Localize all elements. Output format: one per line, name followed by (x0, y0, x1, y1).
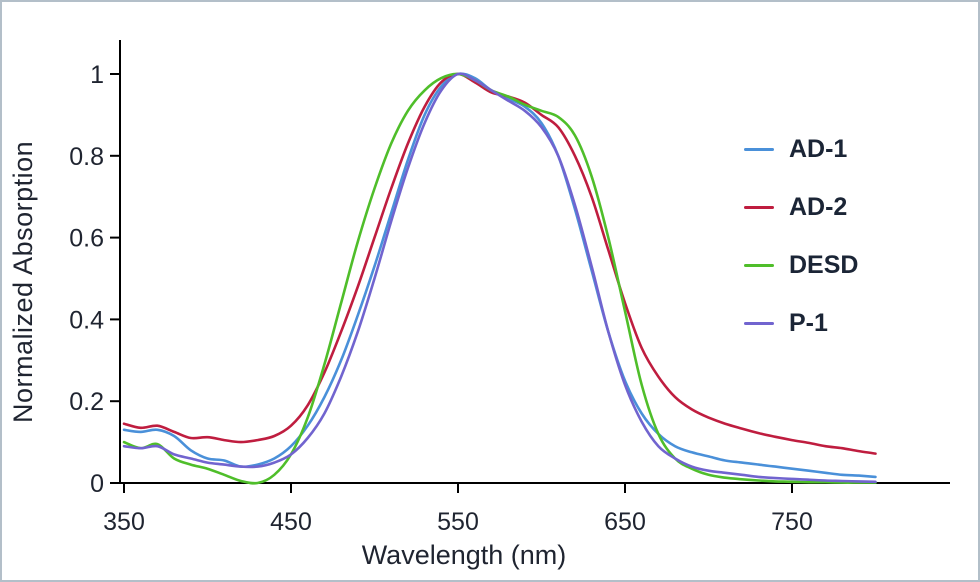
y-tick-label: 0.6 (69, 225, 104, 253)
y-tick-label: 0.2 (69, 388, 104, 416)
legend-swatch-desd (744, 263, 774, 267)
series-line-p-1 (122, 72, 877, 484)
x-tick-label: 350 (103, 508, 145, 536)
x-tick-label: 750 (771, 508, 813, 536)
legend-label-ad-1: AD-1 (789, 134, 848, 163)
x-tick-label: 550 (437, 508, 479, 536)
x-tick-label: 650 (604, 508, 646, 536)
x-tick-label: 450 (270, 508, 312, 536)
legend-swatch-ad-2 (744, 205, 774, 209)
series-line-desd (122, 72, 877, 485)
y-axis-title: Normalized Absorption (8, 140, 38, 424)
legend-label-p-1: P-1 (789, 308, 828, 337)
y-tick-label: 0 (90, 470, 104, 498)
legend-swatch-ad-1 (744, 147, 774, 151)
legend-item-desd: DESD (744, 248, 858, 282)
x-axis-title: Wavelength (nm) (361, 540, 567, 570)
legend-label-desd: DESD (789, 250, 859, 279)
legend-swatch-p-1 (744, 321, 774, 325)
y-tick-label: 1 (90, 61, 104, 89)
legend-label-ad-2: AD-2 (789, 192, 848, 221)
y-tick-label: 0.8 (69, 143, 104, 171)
legend-item-p-1: P-1 (744, 306, 858, 340)
legend-item-ad-2: AD-2 (744, 190, 858, 224)
legend-item-ad-1: AD-1 (744, 132, 858, 166)
y-tick-label: 0.4 (69, 306, 104, 334)
legend: AD-1 AD-2 DESD P-1 (744, 132, 858, 340)
